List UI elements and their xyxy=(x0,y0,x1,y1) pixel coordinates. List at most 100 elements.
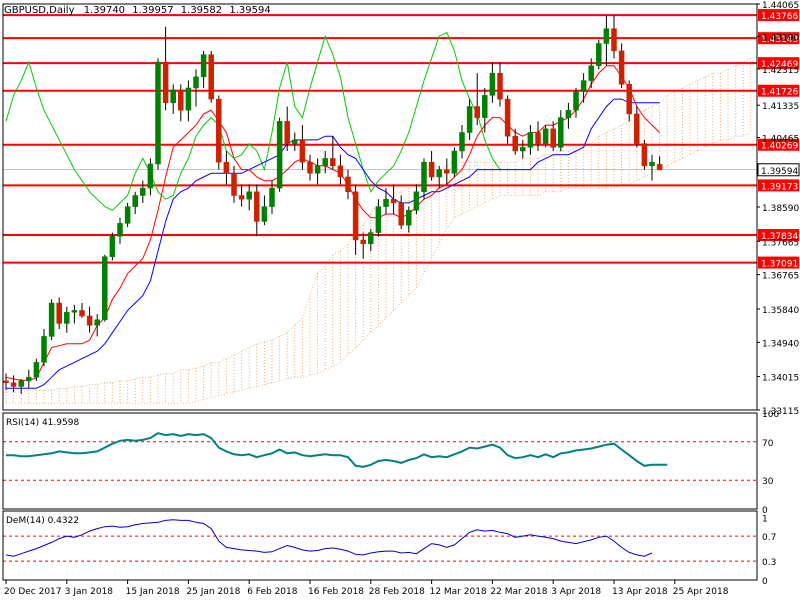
time-tick-label: 25 Jan 2018 xyxy=(186,587,240,597)
dem-line xyxy=(5,519,653,557)
candle-bear xyxy=(444,169,450,174)
level-price-tag xyxy=(758,84,799,97)
candle-bear xyxy=(307,161,313,174)
rsi-tick-label: 70 xyxy=(762,439,774,449)
candle-bull xyxy=(18,380,24,387)
level-price-tag xyxy=(758,179,799,192)
candle-bull xyxy=(41,336,47,363)
level-price-tag xyxy=(758,138,799,151)
candle-bear xyxy=(162,61,169,104)
header-high: 1.39957 xyxy=(132,5,173,16)
candle-bear xyxy=(345,176,351,193)
candle-bull xyxy=(155,61,161,165)
level-price-tag xyxy=(758,9,799,22)
candle-bear xyxy=(299,139,306,163)
price-tick-label: 1.40465 xyxy=(762,134,799,144)
candle-bear xyxy=(504,98,511,137)
dem-panel: DeM(14) 0.4322 xyxy=(3,516,757,562)
time-tick-label: 16 Feb 2018 xyxy=(308,587,364,597)
time-tick-label: 3 Apr 2018 xyxy=(551,587,601,597)
candle-bear xyxy=(337,165,344,178)
tenkan-line xyxy=(5,65,660,381)
candle-bull xyxy=(48,302,55,337)
tenkan-sen xyxy=(5,65,660,381)
candle-bull xyxy=(383,198,389,207)
candle-bear xyxy=(550,128,556,148)
price-tick-label: 1.37665 xyxy=(762,238,799,248)
candle-bear xyxy=(254,191,260,222)
price-tick-label: 1.35840 xyxy=(762,306,799,316)
candle-bull xyxy=(246,191,252,200)
candle-bear xyxy=(428,161,435,178)
candle-bull xyxy=(436,169,442,178)
price-tick-label: 1.43190 xyxy=(762,33,799,43)
candle-bull xyxy=(314,165,321,174)
candle-bull xyxy=(26,376,32,382)
time-tick-label: 12 Mar 2018 xyxy=(430,587,487,597)
candle-bull xyxy=(406,210,412,226)
candles xyxy=(3,15,663,394)
candle-bull xyxy=(421,161,427,193)
candle-bull xyxy=(140,187,146,196)
level-price-tag xyxy=(758,57,799,70)
candle-bear xyxy=(216,98,222,163)
candle-bear xyxy=(497,72,503,100)
candle-bear xyxy=(535,132,541,144)
chart-header: GBPUSD,Daily 1.39740 1.39957 1.39582 1.3… xyxy=(4,5,271,16)
candle-bear xyxy=(618,50,625,85)
level-price-label: 1.37834 xyxy=(761,232,798,242)
candle-bull xyxy=(185,87,192,111)
candle-bull xyxy=(109,236,116,257)
header-close: 1.39594 xyxy=(229,5,270,16)
level-price-tag xyxy=(758,32,799,45)
price-tick-label: 1.34940 xyxy=(762,339,799,349)
candle-bear xyxy=(178,89,184,111)
price-tick-label: 1.34015 xyxy=(762,374,799,384)
candle-bull xyxy=(466,106,473,133)
panel-border xyxy=(2,412,758,510)
candle-bear xyxy=(641,143,648,167)
dem-tick-label: 1 xyxy=(762,514,768,524)
senkou-span-a xyxy=(6,57,751,393)
candle-bull xyxy=(489,72,496,96)
candle-bear xyxy=(223,161,230,174)
chart-title: GBPUSD,Daily 1.39740 1.39957 1.39582 1.3… xyxy=(4,5,271,16)
candle-bear xyxy=(56,302,62,324)
candle-bull xyxy=(580,80,587,92)
rsi-line xyxy=(6,432,668,468)
candle-bull xyxy=(200,54,207,78)
candle-bear xyxy=(86,315,93,326)
candle-bear xyxy=(208,54,214,100)
time-tick-label: 20 Dec 2017 xyxy=(4,587,62,597)
price-tick-label: 1.36765 xyxy=(762,272,799,282)
candle-bull xyxy=(527,132,534,148)
candle-bull xyxy=(451,150,458,174)
price-tick-label: 1.38590 xyxy=(762,204,799,214)
candle-bull xyxy=(71,310,78,313)
candle-bull xyxy=(64,312,70,324)
time-axis: 20 Dec 2017 3 Jan 2018 15 Jan 2018 25 Jan 2… xyxy=(4,580,729,597)
price-tick-label: 1.33115 xyxy=(762,407,799,417)
time-tick-label: 22 Mar 2018 xyxy=(490,587,547,597)
candle-bear xyxy=(512,135,518,152)
time-tick-label: 15 Jan 2018 xyxy=(126,587,180,597)
price-tick-label: 1.41335 xyxy=(762,102,799,112)
candle-bull xyxy=(124,206,131,224)
candle-bull xyxy=(292,139,298,144)
candle-bear xyxy=(10,382,17,387)
candle-bear xyxy=(360,239,366,244)
candle-bull xyxy=(413,191,420,211)
candle-bull xyxy=(573,91,579,111)
candle-bear xyxy=(238,195,245,200)
candle-bull xyxy=(649,161,655,167)
candle-bull xyxy=(520,147,526,152)
level-price-tag xyxy=(758,256,799,269)
candle-bear xyxy=(352,191,359,241)
candle-bull xyxy=(588,65,594,81)
candle-bull xyxy=(482,95,488,118)
level-price-label: 1.37091 xyxy=(761,260,798,270)
level-price-label: 1.41726 xyxy=(761,88,798,98)
candle-bull xyxy=(542,128,549,144)
candle-bear xyxy=(474,106,480,118)
